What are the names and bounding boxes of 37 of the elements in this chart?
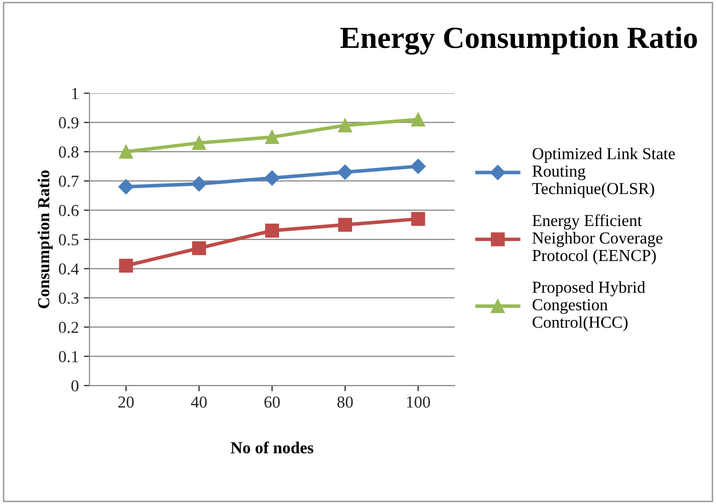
y-tick-label: 0 xyxy=(71,380,78,392)
point xyxy=(265,224,280,238)
y-tick-label: 0.1 xyxy=(58,351,78,362)
x-tick-label: 60 xyxy=(264,396,280,408)
y-tick-label: 0.9 xyxy=(58,117,78,128)
point xyxy=(265,130,280,144)
point xyxy=(338,118,352,132)
text: Energy Consumption Ratio xyxy=(340,26,697,55)
y-tick-label: 0.3 xyxy=(58,292,78,304)
y-tick-label: 0.5 xyxy=(58,234,78,246)
point xyxy=(191,176,207,192)
y-tick-label: 0.4 xyxy=(58,263,79,275)
point xyxy=(410,158,426,174)
legend-label: Energy Efficient Neighbor Coverage Protocol (EENCP) xyxy=(532,214,662,264)
point xyxy=(411,212,426,226)
point xyxy=(192,136,206,150)
point xyxy=(411,112,426,126)
point xyxy=(119,144,133,159)
legend-label: Optimized Link State Routing Technique(OLSR) xyxy=(532,148,675,198)
x-tick-label: 20 xyxy=(118,396,134,408)
y-tick-label: 0.7 xyxy=(58,176,79,187)
y-tick-label: 0.6 xyxy=(58,204,79,216)
x-tick-label: 100 xyxy=(407,396,430,408)
y-tick-label: 0.8 xyxy=(58,146,78,158)
y-axis-title: Consumption Ratio xyxy=(38,170,53,308)
point xyxy=(118,179,134,194)
legend-label: Proposed Hybrid Congestion Control(HCC) xyxy=(532,281,646,332)
point xyxy=(338,218,352,232)
y-tick-label: 1 xyxy=(72,88,78,100)
point xyxy=(264,170,280,186)
point xyxy=(192,241,206,256)
x-tick-label: 40 xyxy=(191,396,207,408)
point xyxy=(338,164,353,180)
x-tick-label: 80 xyxy=(337,396,353,408)
point xyxy=(119,258,133,273)
y-tick-label: 0.2 xyxy=(58,322,78,334)
x-axis-title: No of nodes xyxy=(230,441,314,454)
